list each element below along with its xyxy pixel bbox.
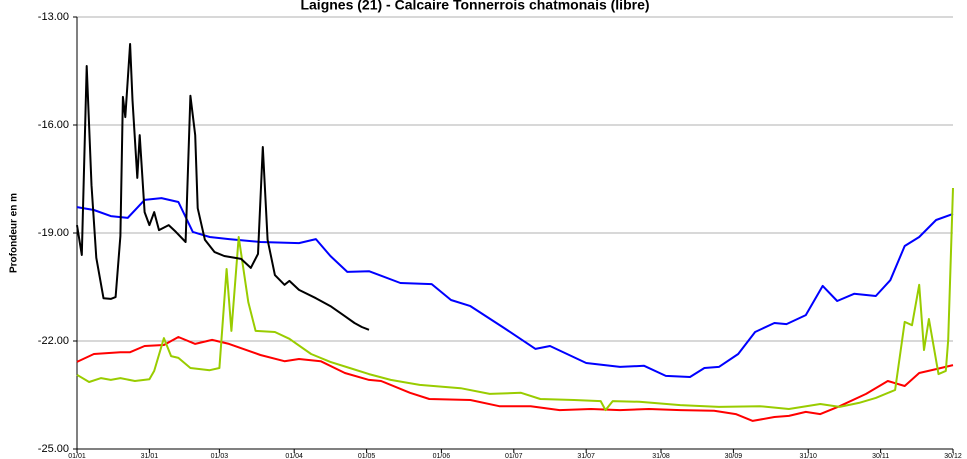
x-tick-label: 30/12 [944, 453, 962, 459]
y-tick-label: -16.00 [38, 119, 69, 131]
y-tick-label: -19.00 [38, 227, 69, 239]
x-tick-label: 01/03 [211, 453, 229, 459]
x-tick-label: 31/07 [577, 453, 595, 459]
y-axis-label: Profondeur en m [9, 193, 20, 273]
x-tick-label: 30/11 [872, 453, 889, 459]
x-tick-label: 01/07 [505, 453, 523, 459]
chart-title: Laignes (21) - Calcaire Tonnerrois chatm… [300, 0, 649, 13]
y-tick-label: -22.00 [38, 335, 69, 347]
line-series [76, 43, 370, 331]
x-tick-label: 01/04 [285, 453, 303, 459]
x-tick-label: 01/01 [68, 453, 86, 459]
x-tick-label: 31/01 [141, 453, 159, 459]
line-series [76, 187, 954, 412]
x-tick-label: 31/10 [799, 453, 817, 459]
x-tick-label: 01/06 [433, 453, 451, 459]
x-tick-label: 31/08 [652, 453, 670, 459]
line-series [76, 336, 954, 422]
y-tick-label: -13.00 [38, 11, 69, 23]
x-tick-label: 30/09 [725, 453, 743, 459]
x-tick-label: 01/05 [358, 453, 376, 459]
line-series [76, 197, 954, 378]
y-tick-label: -25.00 [38, 443, 69, 455]
